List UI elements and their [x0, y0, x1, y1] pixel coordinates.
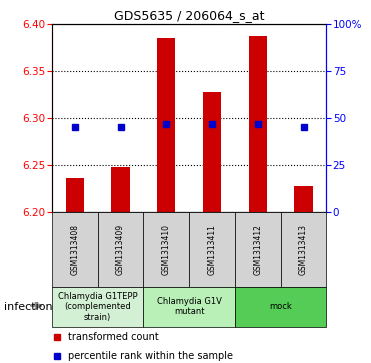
Text: GSM1313411: GSM1313411	[208, 224, 217, 275]
Bar	[144, 212, 189, 287]
Text: GSM1313413: GSM1313413	[299, 224, 308, 275]
Bar	[235, 287, 326, 327]
Bar	[281, 212, 326, 287]
Bar	[66, 178, 84, 212]
Bar	[203, 91, 221, 212]
Text: mock: mock	[269, 302, 292, 311]
Bar	[235, 212, 281, 287]
Bar	[189, 212, 235, 287]
Bar	[52, 287, 144, 327]
Bar	[144, 287, 235, 327]
Title: GDS5635 / 206064_s_at: GDS5635 / 206064_s_at	[114, 9, 265, 23]
Text: transformed count: transformed count	[68, 332, 159, 342]
Bar	[111, 167, 130, 212]
Text: GSM1313410: GSM1313410	[162, 224, 171, 275]
Text: GSM1313412: GSM1313412	[253, 224, 262, 275]
Text: GSM1313408: GSM1313408	[70, 224, 79, 275]
Bar	[249, 36, 267, 212]
Text: Chlamydia G1TEPP
(complemented
strain): Chlamydia G1TEPP (complemented strain)	[58, 292, 138, 322]
Bar	[98, 212, 144, 287]
Text: Chlamydia G1V
mutant: Chlamydia G1V mutant	[157, 297, 221, 317]
Bar	[295, 186, 313, 212]
Text: GSM1313409: GSM1313409	[116, 224, 125, 275]
Bar	[157, 38, 175, 212]
Text: percentile rank within the sample: percentile rank within the sample	[68, 351, 233, 362]
Text: infection: infection	[4, 302, 52, 312]
Bar	[52, 212, 98, 287]
